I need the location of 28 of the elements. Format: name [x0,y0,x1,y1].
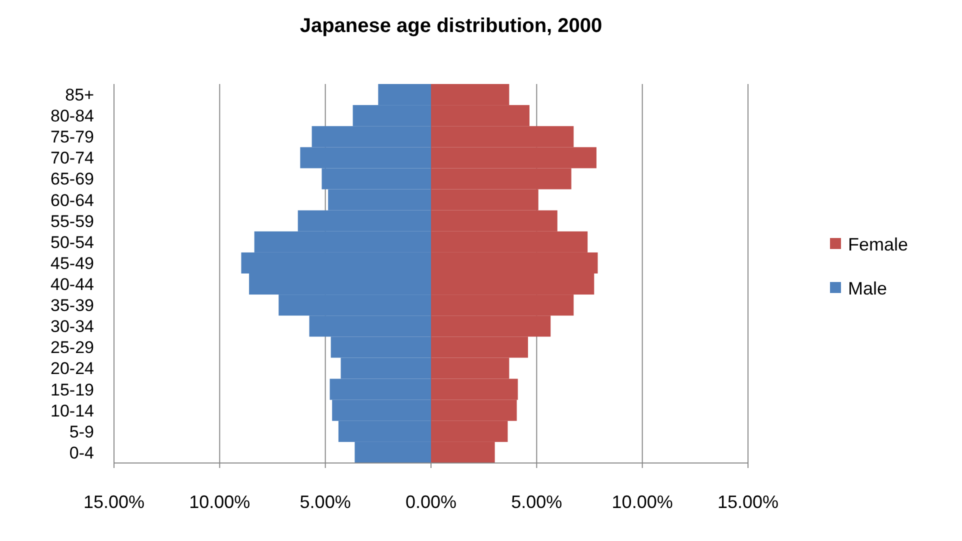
y-tick-label: 70-74 [50,148,94,168]
x-tick-label: 15.00% [83,492,145,512]
y-tick-label: 50-54 [50,232,94,252]
y-tick-label: 45-49 [50,254,94,273]
legend-label: Female [848,234,908,254]
y-tick-label: 65-69 [50,170,94,189]
y-tick-label: 15-19 [50,380,94,400]
y-tick-label: 55-59 [50,212,94,231]
y-tick-label: 10-14 [50,401,94,420]
y-tick-label: 40-44 [50,274,94,294]
y-tick-label: 20-24 [50,359,94,378]
y-tick-label: 35-39 [50,296,94,316]
y-tick-label: 85+ [65,85,94,104]
y-tick-label: 25-29 [50,338,94,358]
y-tick-label: 80-84 [50,106,94,126]
x-tick-label: 0.00% [405,492,457,512]
x-tick-label: 15.00% [717,492,779,512]
x-tick-label: 5.00% [300,492,351,512]
x-tick-label: 5.00% [511,492,562,512]
y-tick-label: 0-4 [69,443,94,462]
y-tick-label: 75-79 [50,128,94,147]
y-tick-label: 60-64 [50,190,94,210]
x-tick-label: 10.00% [612,492,673,512]
x-tick-label: 10.00% [189,492,250,512]
legend-label: Male [848,278,888,298]
y-tick-label: 5-9 [69,422,94,442]
y-tick-label: 30-34 [50,317,94,336]
chart-title: Japanese age distribution, 2000 [300,15,602,37]
